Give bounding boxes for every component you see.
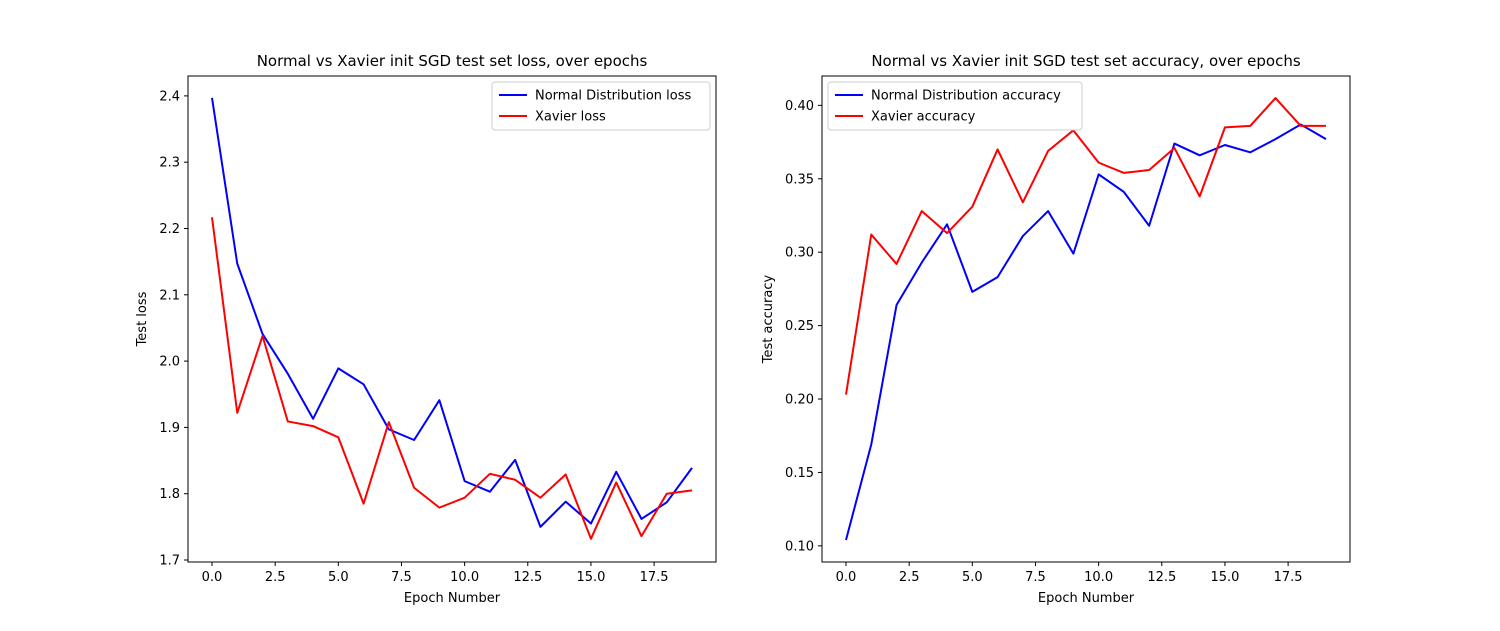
- x-tick-label: 2.5: [899, 570, 920, 585]
- x-tick-label: 17.5: [640, 570, 669, 585]
- x-axis-label: Epoch Number: [404, 591, 501, 606]
- legend: Normal Distribution accuracy Xavier accur…: [827, 81, 1083, 131]
- y-tick-label: 2.2: [159, 222, 180, 237]
- y-tick-label: 2.1: [159, 288, 180, 303]
- plot-frame: [821, 75, 1351, 563]
- legend-label: Xavier loss: [535, 110, 606, 125]
- legend-label: Normal Distribution accuracy: [871, 89, 1061, 104]
- series-line-normal: [211, 97, 693, 528]
- chart-title: Normal vs Xavier init SGD test set loss,…: [257, 52, 648, 70]
- x-tick-label: 7.5: [1025, 570, 1046, 585]
- x-tick-label: 0.0: [202, 570, 223, 585]
- y-tick-label: 2.0: [159, 355, 180, 370]
- legend: Normal Distribution loss Xavier loss: [491, 81, 711, 131]
- accuracy-chart: Normal vs Xavier init SGD test set accur…: [761, 52, 1351, 606]
- x-tick-label: 2.5: [265, 570, 286, 585]
- y-tick-label: 1.9: [159, 421, 180, 436]
- plot-frame: [187, 75, 717, 563]
- y-tick-label: 1.7: [159, 554, 180, 569]
- y-tick-label: 0.15: [785, 466, 814, 481]
- chart-title: Normal vs Xavier init SGD test set accur…: [871, 52, 1301, 70]
- x-tick-label: 15.0: [1210, 570, 1239, 585]
- legend-label: Normal Distribution loss: [535, 89, 691, 104]
- y-tick-label: 0.40: [785, 99, 814, 114]
- y-tick-label: 0.30: [785, 246, 814, 261]
- y-tick-label: 2.4: [159, 89, 180, 104]
- series-line-normal: [845, 123, 1327, 541]
- x-tick-label: 12.5: [1147, 570, 1176, 585]
- legend-label: Xavier accuracy: [871, 110, 976, 125]
- series-line-xavier: [211, 217, 693, 540]
- x-tick-label: 0.0: [836, 570, 857, 585]
- series-line-xavier: [845, 97, 1326, 395]
- x-tick-label: 17.5: [1274, 570, 1303, 585]
- y-tick-label: 0.25: [785, 319, 814, 334]
- x-tick-label: 7.5: [391, 570, 412, 585]
- x-tick-label: 12.5: [513, 570, 542, 585]
- y-tick-label: 0.10: [785, 539, 814, 554]
- x-tick-label: 10.0: [1084, 570, 1113, 585]
- x-axis-label: Epoch Number: [1038, 591, 1135, 606]
- x-tick-label: 15.0: [576, 570, 605, 585]
- loss-chart: Normal vs Xavier init SGD test set loss,…: [135, 52, 717, 606]
- y-axis-label: Test loss: [135, 291, 150, 347]
- y-axis-label: Test accuracy: [761, 275, 776, 365]
- y-tick-label: 0.20: [785, 393, 814, 408]
- y-tick-label: 1.8: [159, 487, 180, 502]
- legend-box: [827, 81, 1083, 131]
- y-tick-label: 2.3: [159, 156, 180, 171]
- x-tick-label: 10.0: [450, 570, 479, 585]
- x-tick-label: 5.0: [962, 570, 983, 585]
- x-tick-label: 5.0: [328, 570, 349, 585]
- y-tick-label: 0.35: [785, 172, 814, 187]
- legend-box: [491, 81, 711, 131]
